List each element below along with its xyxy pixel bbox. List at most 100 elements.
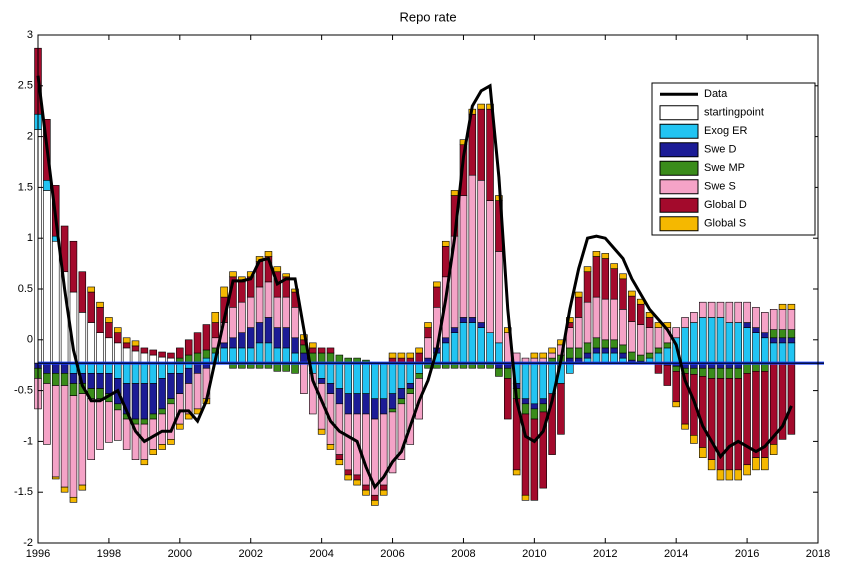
bar-segment [105,401,113,443]
bar-segment [574,317,583,349]
bar-segment [592,251,601,257]
bar-segment [397,352,406,359]
bar-segment [619,352,627,359]
legend-swatch [659,179,699,195]
bar-segment [246,296,255,328]
bar-segment [504,378,512,420]
bar-segment [548,393,556,455]
y-tick-label: 2.5 [18,80,33,92]
bar-segment [353,474,361,481]
bar-segment [769,337,778,344]
bar-segment [43,373,51,384]
bar-segment [477,322,485,328]
bar-segment [335,459,344,466]
bar-segment [122,418,131,450]
bar-segment [743,327,751,364]
bar-segment [309,347,317,354]
y-tick-label: 1 [27,232,33,244]
bar-segment [317,352,326,364]
bar-segment [353,362,361,394]
x-tick-label: 1996 [26,548,50,560]
bar-segment [140,383,149,420]
bar-segment [566,362,574,374]
bar-segment [397,362,406,389]
bar-segment [317,428,326,435]
bar-segment [761,337,769,364]
bar-segment [167,403,175,440]
bar-segment [752,306,760,328]
bar-segment [362,489,370,496]
bar-segment [229,271,237,278]
bar-segment [131,340,140,347]
bar-segment [211,322,220,339]
x-tick-label: 2008 [451,548,475,560]
x-tick-label: 2010 [522,548,546,560]
bar-segment [60,373,69,386]
bar-segment [388,362,397,394]
bar-segment [158,351,166,358]
bar-segment [96,362,104,374]
bar-segment [388,393,397,410]
bar-segment [441,240,450,247]
bar-segment [176,373,184,394]
bar-segment [149,349,157,356]
bar-segment [131,350,140,364]
bar-segment [628,321,636,353]
bar-segment [273,327,282,349]
bar-segment [610,263,618,269]
bar-segment [371,362,379,400]
bar-segment [716,367,725,379]
y-tick-label: -1 [23,435,33,447]
bar-segment [167,439,175,445]
bar-segment [406,362,415,384]
bar-segment [291,306,299,339]
legend-swatch [659,105,699,121]
bar-segment [477,327,485,364]
bar-segment [96,388,104,400]
x-tick-label: 2004 [309,548,333,560]
bar-segment [486,332,494,364]
bar-segment [238,301,246,333]
bar-segment [654,347,663,354]
bar-segment [114,342,122,364]
bar-segment [87,398,95,460]
bar-segment [592,296,601,339]
bar-segment [78,393,87,486]
bar-segment [87,286,95,293]
y-tick-label: 2 [27,131,33,143]
bar-segment [291,352,299,364]
bar-segment [60,362,69,374]
bar-segment [530,408,539,420]
bar-segment [176,423,184,430]
bar-segment [114,332,122,344]
bar-segment [406,388,415,394]
bar-segment [317,347,326,354]
bar-segment [681,423,689,430]
legend-label: startingpoint [704,107,764,119]
bar-segment [264,251,273,257]
bar-segment [69,373,78,384]
legend-swatch [659,197,699,213]
bar-segment [122,347,131,364]
bar-segment [725,322,734,364]
bar-segment [105,317,113,323]
bar-segment [335,454,344,460]
bar-segment [60,486,69,493]
bar-segment [512,469,521,476]
bar-segment [583,301,592,344]
bar-segment [610,347,618,354]
bar-segment [149,362,157,384]
bar-segment [681,327,689,364]
bar-segment [707,367,716,379]
bar-segment [158,413,166,445]
bar-segment [344,362,352,394]
x-tick-label: 2006 [380,548,404,560]
bar-segment [574,296,583,318]
bar-segment [663,364,672,386]
bar-segment [43,190,51,364]
bar-segment [459,195,468,318]
bar-segment [379,489,388,496]
bar-segment [43,383,51,445]
